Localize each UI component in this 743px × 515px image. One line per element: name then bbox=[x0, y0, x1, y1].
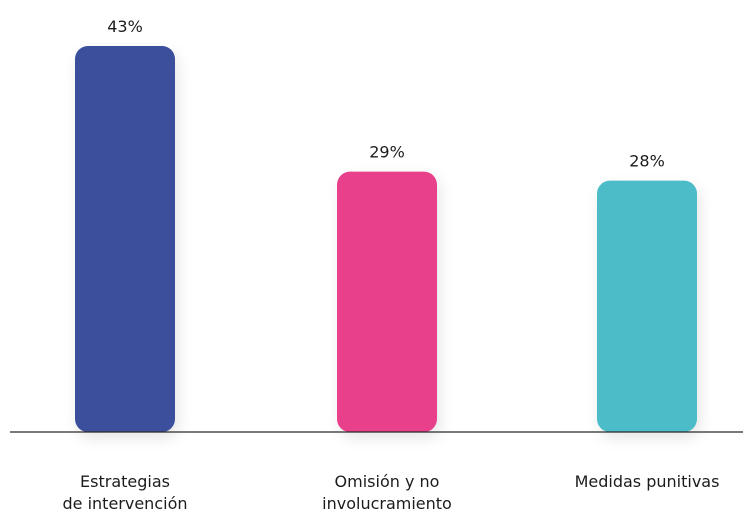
bar-2 bbox=[597, 180, 697, 432]
bars-group bbox=[75, 46, 697, 432]
category-label-0-line-1: de intervención bbox=[63, 494, 188, 513]
bar-1 bbox=[337, 171, 437, 432]
category-label-1: Omisión y no involucramiento bbox=[322, 472, 452, 513]
category-label-1-line-0: Omisión y no bbox=[335, 472, 440, 491]
category-label-2: Medidas punitivas bbox=[575, 472, 720, 491]
value-label-2: 28% bbox=[629, 152, 665, 171]
category-label-2-line-0: Medidas punitivas bbox=[575, 472, 720, 491]
bar-0 bbox=[75, 46, 175, 432]
value-label-0: 43% bbox=[107, 17, 143, 36]
category-label-1-line-1: involucramiento bbox=[322, 494, 452, 513]
value-labels-group: 43% 29% 28% bbox=[107, 17, 665, 171]
category-label-0-line-0: Estrategias bbox=[80, 472, 170, 491]
value-label-1: 29% bbox=[369, 143, 405, 162]
category-label-0: Estrategias de intervención bbox=[63, 472, 188, 513]
category-labels-group: Estrategias de intervención Omisión y no in… bbox=[63, 472, 720, 513]
